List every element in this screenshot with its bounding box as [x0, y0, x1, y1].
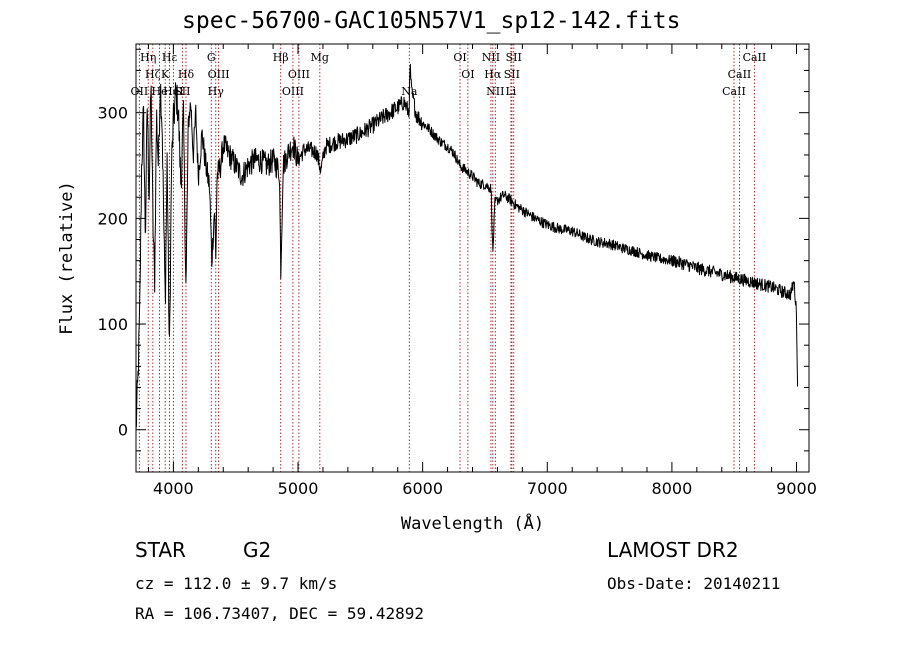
x-tick-label: 4000: [153, 479, 194, 498]
object-class: STAR: [135, 538, 186, 562]
line-marker-label: CaII: [743, 51, 767, 64]
line-marker-label: NII: [486, 85, 504, 98]
coordinates: RA = 106.73407, DEC = 59.42892: [135, 604, 424, 623]
line-marker-label: Hα: [484, 68, 502, 81]
line-marker-label: Hε: [162, 51, 178, 64]
line-marker-label: OI: [461, 68, 474, 81]
line-marker-label: HeI: [163, 85, 183, 98]
x-tick-label: 5000: [278, 479, 319, 498]
observation-date: Obs-Date: 20140211: [607, 574, 781, 593]
line-marker-label: He: [152, 85, 168, 98]
x-tick-label: 9000: [776, 479, 817, 498]
line-marker-label: SII: [504, 68, 520, 81]
line-marker-label: Hδ: [178, 68, 195, 81]
x-tick-label: 6000: [402, 479, 443, 498]
plot-frame: [135, 43, 810, 473]
line-marker-label: G: [207, 51, 216, 64]
x-axis-label: Wavelength (Å): [401, 512, 544, 534]
line-marker-label: OIII: [282, 85, 304, 98]
line-marker-label: Mg: [311, 51, 329, 64]
survey-name: LAMOST DR2: [607, 538, 739, 562]
line-marker-label: Hβ: [273, 51, 289, 64]
y-axis-label: Flux (relative): [57, 181, 77, 335]
line-marker-label: Li: [505, 85, 516, 98]
y-tick-label: 300: [97, 104, 128, 123]
line-marker-label: SII: [174, 85, 190, 98]
line-marker-label: K: [161, 68, 170, 81]
y-tick-label: 0: [118, 421, 128, 440]
x-tick-label: 7000: [527, 479, 568, 498]
line-marker-label: SII: [506, 51, 522, 64]
subclass: G2: [243, 538, 272, 562]
line-marker-label: NII: [482, 51, 500, 64]
spectrum-line: [135, 63, 799, 428]
y-tick-label: 100: [97, 315, 128, 334]
line-marker-label: Hη: [140, 51, 156, 64]
line-marker-label: CaII: [728, 68, 752, 81]
redshift-velocity: cz = 112.0 ± 9.7 km/s: [135, 574, 338, 593]
line-marker-label: Hγ: [208, 85, 225, 98]
line-marker-label: OIII: [288, 68, 310, 81]
line-marker-label: OI: [453, 51, 466, 64]
chart-title: spec-56700-GAC105N57V1_sp12-142.fits: [182, 8, 681, 34]
line-marker-label: CaII: [722, 85, 746, 98]
x-tick-label: 8000: [652, 479, 693, 498]
line-marker-label: Hζ: [145, 68, 161, 81]
y-tick-label: 200: [97, 209, 128, 228]
line-marker-label: OIII: [208, 68, 230, 81]
